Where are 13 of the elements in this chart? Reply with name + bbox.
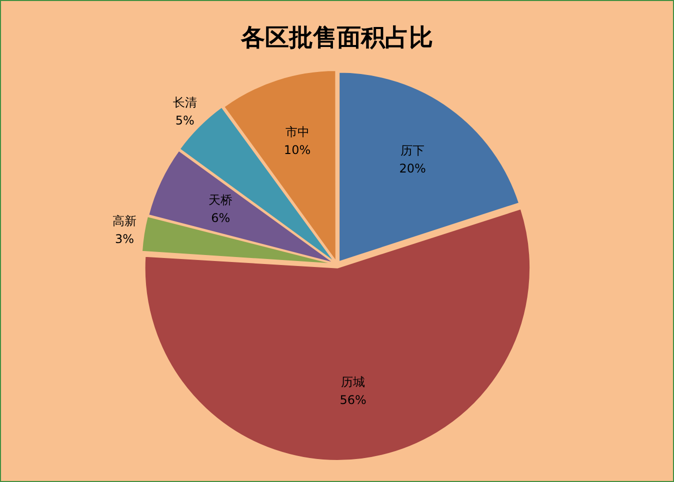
slice-label: 市中 [285,125,310,140]
data-label: 3% [115,232,134,246]
data-label: 10% [284,143,311,158]
data-label: 6% [211,210,230,225]
slice-label: 长清 [172,95,197,110]
slice-label: 历下 [400,143,425,158]
data-label: 5% [175,113,194,128]
slice-label: 天桥 [208,192,233,207]
slice-label: 高新 [112,214,137,228]
data-label: 20% [399,161,426,176]
slice-label: 历城 [341,375,366,390]
data-label: 56% [340,393,366,408]
chart-title: 各区批售面积占比 [240,22,433,52]
